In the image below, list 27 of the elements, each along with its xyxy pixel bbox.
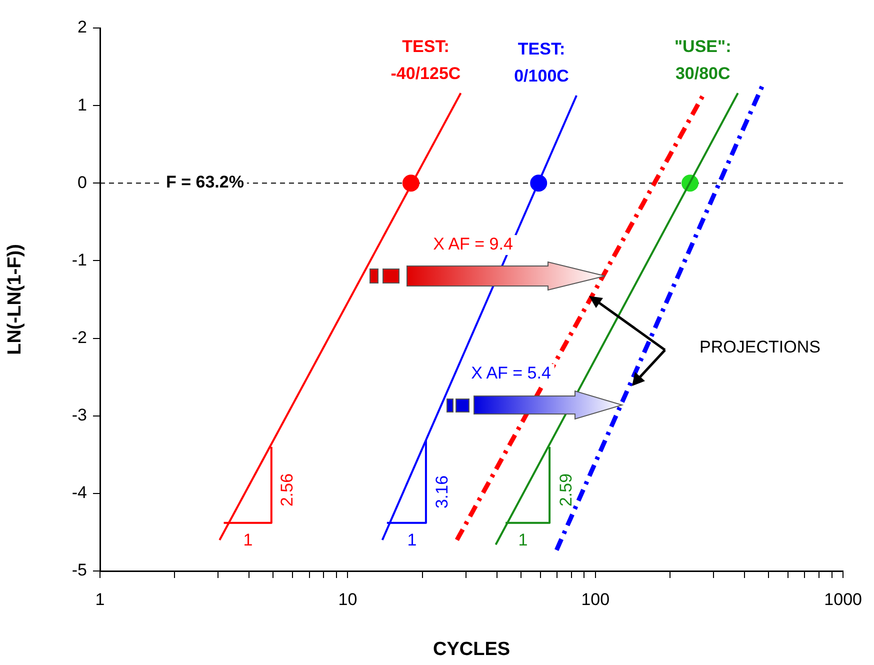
annotation: F = 63.2% [166, 172, 244, 192]
y-tick-label: -3 [72, 406, 87, 425]
y-tick-label: -1 [72, 250, 87, 270]
annotation: PROJECTIONS [700, 338, 820, 357]
annotation: 3.16 [432, 475, 452, 509]
annotation: 1 [243, 530, 253, 550]
series-label: TEST: -40/125C [390, 37, 461, 84]
annotation: 2.59 [556, 473, 576, 507]
y-tick-label: 0 [78, 172, 87, 192]
annotation: X AF = 5.4 [471, 364, 551, 383]
y-tick-label: 2 [78, 18, 87, 37]
annotation: 1 [518, 530, 528, 550]
annotation: 2.56 [278, 473, 297, 507]
y-tick-label: -2 [72, 328, 87, 347]
y-tick-label: 1 [78, 95, 87, 114]
x-tick-label: 10 [338, 590, 358, 609]
x-tick-label: 1000 [824, 590, 862, 609]
series-label: TEST: 0/100C [514, 39, 569, 86]
annotation: X AF = 9.4 [433, 234, 513, 254]
series-label: "USE": 30/80C [674, 37, 732, 84]
y-axis-title: LN(-LN(1-F)) [4, 244, 26, 355]
annotation: 1 [407, 530, 417, 550]
x-tick-label: 1 [95, 590, 105, 609]
x-tick-label: 100 [581, 590, 610, 609]
x-axis-title: CYCLES [433, 638, 510, 660]
y-tick-label: -4 [72, 483, 87, 502]
y-tick-label: -5 [72, 560, 87, 580]
